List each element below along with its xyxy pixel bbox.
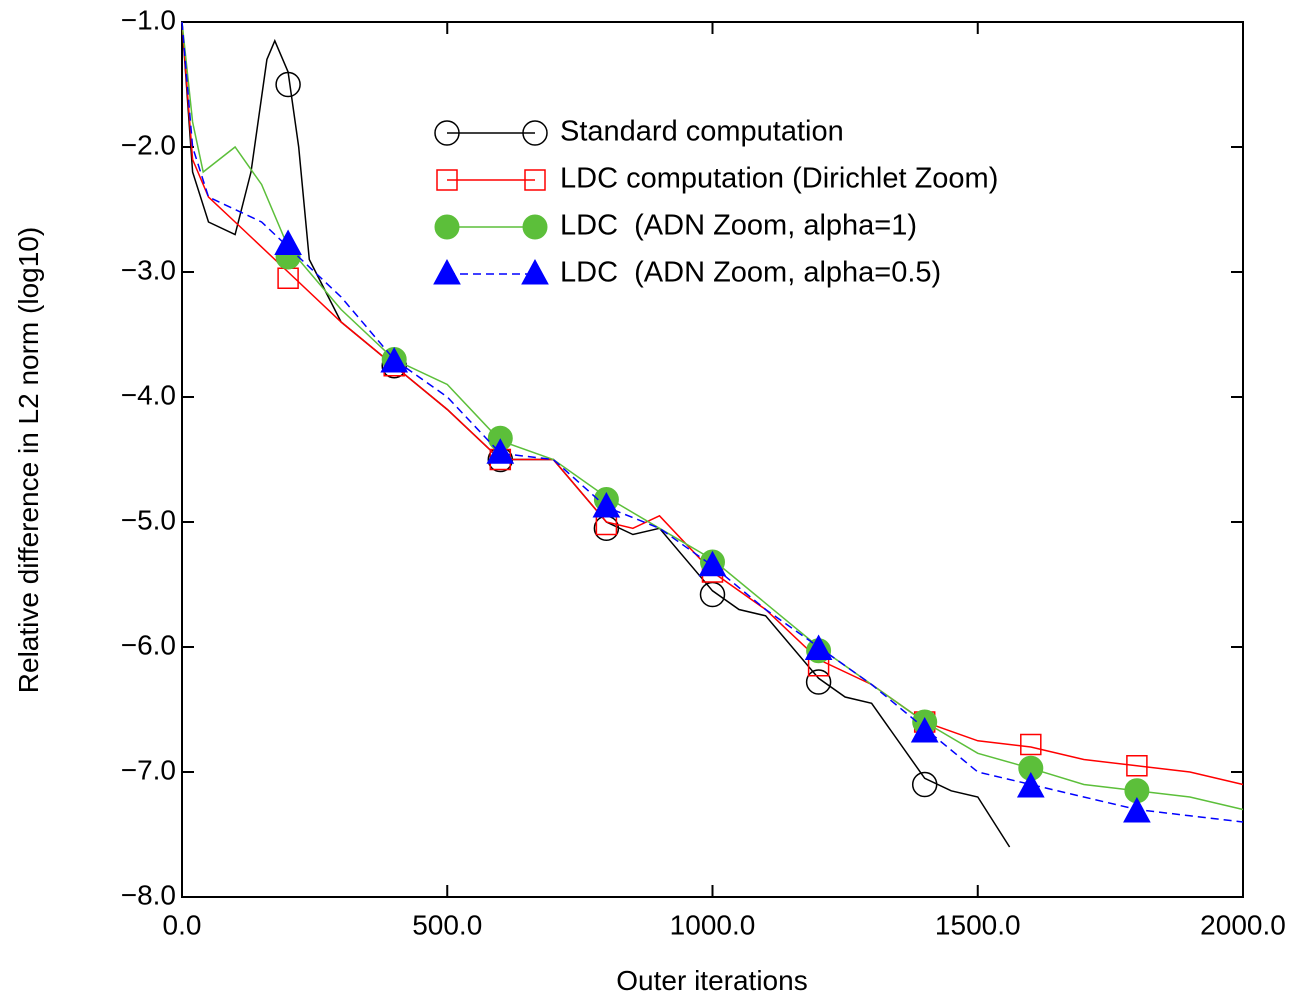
y-axis-title: Relative difference in L2 norm (log10)	[13, 227, 44, 693]
data-marker	[911, 771, 938, 798]
data-marker	[805, 669, 832, 695]
data-marker	[593, 515, 620, 541]
legend-marker	[524, 169, 546, 191]
y-tick-label: −2.0	[121, 129, 176, 160]
data-marker	[274, 229, 302, 255]
data-marker	[804, 634, 833, 660]
y-tick-label: −7.0	[121, 754, 176, 785]
legend-marker	[434, 214, 460, 240]
y-tick-label: −4.0	[121, 379, 176, 410]
data-marker	[1123, 796, 1151, 823]
y-tick-label: −5.0	[121, 504, 176, 535]
y-tick-label: −8.0	[121, 879, 176, 910]
legend-label: LDC (ADN Zoom, alpha=0.5)	[560, 257, 941, 289]
data-marker	[592, 491, 621, 518]
legend-marker	[436, 169, 458, 191]
legend-label: LDC computation (Dirichlet Zoom)	[560, 163, 998, 195]
legend-marker	[433, 258, 461, 285]
x-tick-label: 1500.0	[935, 909, 1021, 940]
data-marker	[910, 716, 939, 743]
y-tick-label: −6.0	[121, 629, 176, 660]
data-marker	[699, 581, 726, 608]
legend-marker	[434, 120, 460, 146]
data-marker	[380, 346, 409, 373]
data-marker	[486, 438, 515, 464]
x-tick-label: 2000.0	[1200, 909, 1286, 940]
x-tick-label: 0.0	[163, 909, 202, 940]
data-marker	[698, 550, 727, 577]
legend-label: LDC (ADN Zoom, alpha=1)	[560, 210, 917, 242]
legend-marker	[522, 214, 548, 240]
x-axis-title: Outer iterations	[616, 965, 807, 996]
data-marker	[1126, 755, 1148, 777]
x-tick-label: 500.0	[412, 909, 482, 940]
legend-label: Standard computation	[560, 116, 844, 148]
plot-frame	[181, 21, 1244, 898]
data-marker	[1020, 733, 1042, 756]
data-marker	[1016, 771, 1045, 798]
y-tick-label: −1.0	[121, 4, 176, 35]
series-line	[181, 21, 1244, 823]
y-tick-label: −3.0	[121, 254, 176, 285]
x-tick-label: 1000.0	[670, 909, 756, 940]
legend-marker	[522, 120, 548, 146]
data-marker	[275, 71, 301, 98]
legend-marker	[521, 258, 549, 285]
